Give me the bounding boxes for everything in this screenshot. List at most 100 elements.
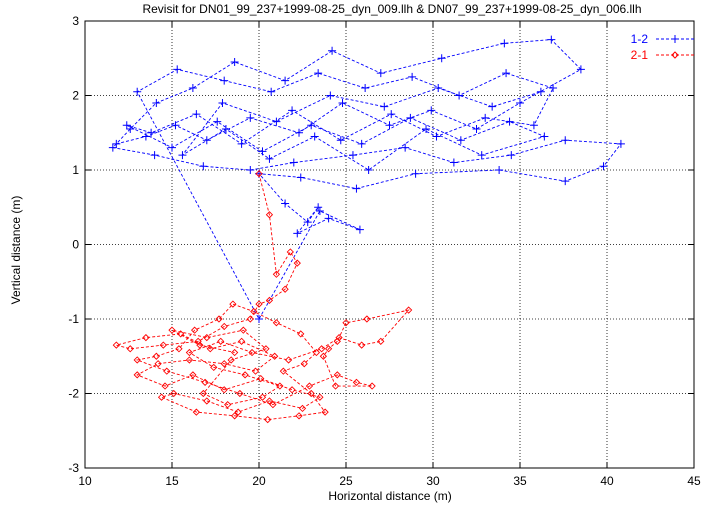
data-point [481,113,490,122]
data-point [336,136,345,145]
data-point [231,348,239,357]
data-point [364,166,373,174]
data-point [237,139,246,148]
data-point [276,382,284,390]
y-tick-label: -3 [68,461,79,475]
data-point [152,98,161,107]
data-point [189,371,197,379]
data-point [150,151,159,160]
data-point [220,76,229,85]
data-point [281,199,290,208]
data-point [456,136,465,145]
data-point [380,102,389,111]
data-point [422,125,431,134]
data-point [185,348,194,357]
data-point [477,151,486,160]
data-point [363,315,371,323]
data-point [289,158,298,167]
data-point [616,139,625,148]
data-point [236,389,244,398]
data-point [188,84,197,93]
chart-title: Revisit for DN01_99_237+1999-08-25_dyn_0… [142,2,641,16]
legend: 1-2 2-1 [631,32,694,62]
legend-label-2-1: 2-1 [631,48,649,62]
data-point [170,389,178,398]
data-point [203,397,211,405]
data-point [312,348,321,357]
data-point [324,345,333,353]
data-point [239,326,247,334]
data-point [265,397,274,405]
data-point [405,306,413,314]
data-point [472,125,481,134]
data-point [269,401,277,409]
data-point [152,352,160,360]
data-point [133,356,141,364]
data-point [265,211,274,219]
series-2-1 [112,170,413,424]
data-point [437,54,446,63]
data-point [227,356,235,364]
data-point [495,166,504,174]
data-point [361,84,370,93]
data-point [229,300,237,308]
data-point [154,360,162,368]
data-point [507,151,516,160]
data-point [338,98,347,107]
data-point [267,87,276,96]
data-point [549,84,558,93]
x-tick-label: 10 [78,474,92,488]
data-point [126,125,135,134]
data-point [599,162,608,171]
data-point [272,319,281,327]
data-point [297,330,305,338]
plot-frame [84,20,695,469]
data-point [352,378,361,386]
data-point [279,367,287,375]
data-point [434,84,443,93]
data-point [411,169,420,178]
data-point [540,132,549,141]
data-point [333,371,341,379]
data-point [368,382,376,390]
data-point [488,102,497,111]
data-point [319,352,328,360]
data-point [286,248,294,256]
data-point [255,300,263,308]
data-point [408,72,417,81]
data-point [190,326,199,334]
series-layer [108,35,625,424]
data-point [161,382,169,390]
data-point [210,363,218,372]
data-point [201,378,209,386]
data-point [108,143,117,152]
data-point [126,345,134,353]
data-point [157,393,166,401]
data-point [328,46,337,55]
axes: 10 15 20 25 30 35 40 45 -3 -2 -1 0 1 2 3 [68,14,701,488]
data-point [321,408,329,416]
data-point [281,285,289,293]
data-point [133,87,142,96]
data-point [246,166,255,174]
data-point [377,337,385,345]
data-point [281,76,290,85]
x-axis-label: Horizontal distance (m) [328,489,451,503]
x-tick-label: 15 [165,474,179,488]
series-line [114,173,410,421]
data-point [357,139,366,148]
data-point [265,154,274,163]
data-point [221,125,230,134]
data-point [502,69,511,78]
data-point [432,132,441,141]
data-point [316,393,324,401]
data-point [300,360,308,368]
data-point [505,117,514,126]
data-point [217,337,225,345]
data-point [288,106,297,115]
data-point [234,408,242,416]
data-point [318,345,326,353]
data-point [262,345,270,353]
data-point [293,259,301,267]
data-point [272,117,281,126]
